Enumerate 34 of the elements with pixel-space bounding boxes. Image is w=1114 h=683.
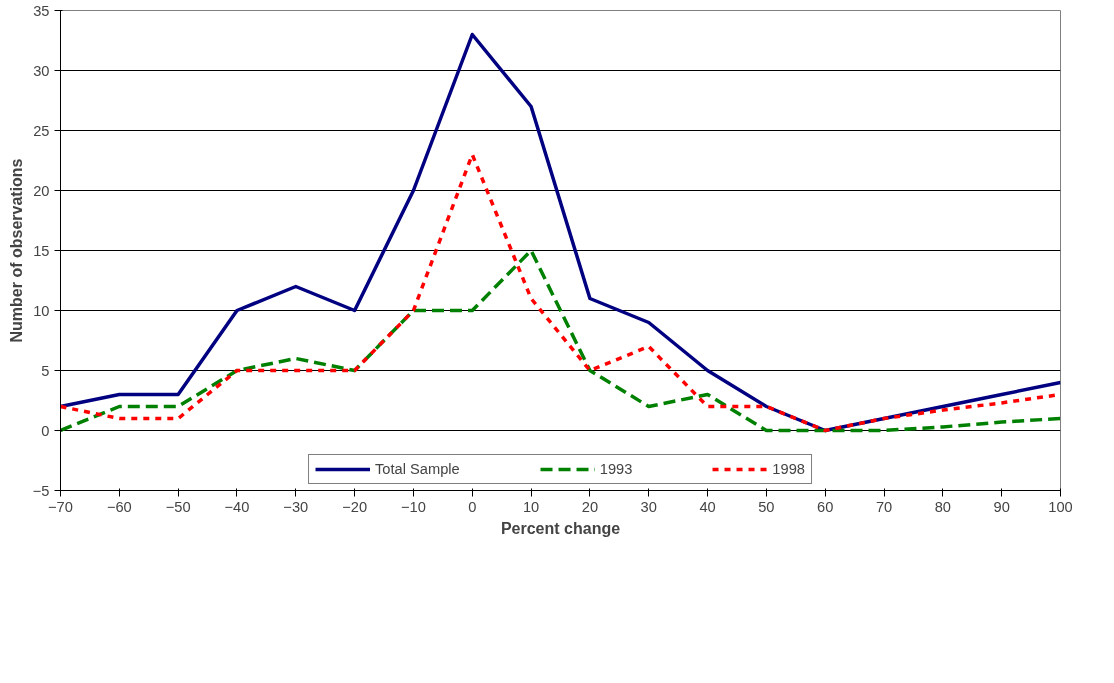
x-tick-label: −30 [283, 498, 309, 515]
x-tick-label: 80 [934, 498, 952, 515]
x-tick-label: 40 [699, 498, 716, 515]
x-tick-label: −20 [342, 498, 368, 515]
y-tick-label: 15 [33, 242, 50, 259]
x-axis-title: Percent change [500, 519, 621, 537]
y-tick-label: 0 [41, 422, 50, 439]
legend-label: Total Sample [375, 461, 460, 477]
x-tick-label: 100 [1048, 498, 1073, 515]
x-tick-label: 70 [875, 498, 893, 515]
legend-label: 1998 [772, 461, 805, 477]
line-series [60, 248, 1061, 433]
y-tick-label: 20 [33, 182, 50, 199]
x-tick-label: −50 [165, 498, 191, 515]
x-tick-label: 10 [522, 498, 540, 515]
line-series [60, 32, 1061, 433]
x-tick-label: 20 [581, 498, 599, 515]
x-tick-label: 30 [640, 498, 657, 515]
x-tick-label: −40 [224, 498, 250, 515]
x-tick-label: −60 [106, 498, 132, 515]
y-tick-label: 35 [33, 2, 50, 19]
y-tick-label: 10 [33, 302, 50, 319]
y-axis-title: Number of observations [7, 158, 25, 343]
y-tick-label: 30 [33, 62, 50, 79]
x-tick-label: 60 [817, 498, 834, 515]
x-tick-label: −10 [401, 498, 426, 515]
x-tick-label: 90 [993, 498, 1010, 515]
y-tick-label: 5 [41, 362, 50, 379]
x-tick-label: 0 [468, 498, 477, 515]
y-tick-label: 25 [33, 122, 50, 139]
legend-label: 1993 [599, 461, 633, 477]
x-tick-label: −70 [48, 498, 73, 515]
y-tick-label: −5 [32, 482, 50, 499]
x-tick-label: 50 [758, 498, 775, 515]
